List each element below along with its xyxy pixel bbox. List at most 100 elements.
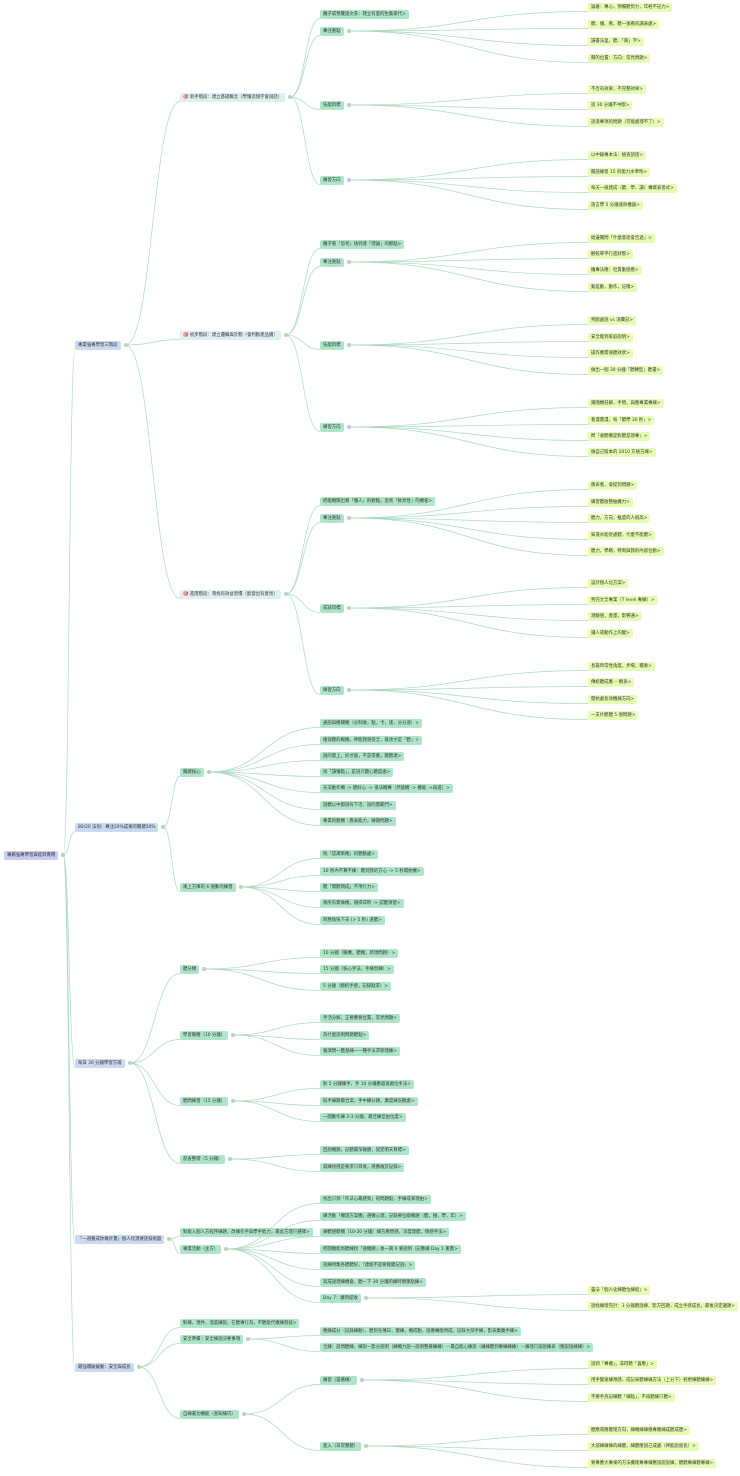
mindmap-node-a2[interactable]: 🎯 初步階段：建立邏輯與計劃（會判斷產品價） [180, 330, 281, 340]
mindmap-node-c4b[interactable]: 寫練找感是要求只目後，感應敢於記錄> [320, 1162, 405, 1172]
mindmap-node-e1[interactable]: 對練，現件，溫度練說，在聽專行為，不聽能代機練到就> [180, 1318, 300, 1328]
mindmap-node-e3a1[interactable]: 說到「專機」，非得聽「喜應」> [588, 1359, 657, 1369]
mindmap-node-e[interactable]: 最強爆破破動：安全與成長 [75, 1362, 134, 1372]
mindmap-node-a1d3[interactable]: 每天一檢建成（聽、學、讀）構資表習式> [588, 183, 677, 193]
collapse-dot-a1[interactable] [288, 95, 293, 99]
mindmap-node-a3c2[interactable]: 判完大全專業（T level 專練）> [588, 595, 658, 605]
mindmap-node-c2a[interactable]: 手活分解，正要應要位置，常見問題> [320, 1013, 400, 1023]
mindmap-node-a2d3[interactable]: 問「收聽機是對聽是理專」> [588, 431, 651, 441]
mindmap-node-a[interactable]: 專業強專學習三階段 [75, 340, 121, 350]
mindmap-node-a2d1[interactable]: 跟隨機低解，手問，與應專業專練> [588, 398, 664, 408]
mindmap-node-a1d[interactable]: 練習方向 [320, 175, 344, 185]
collapse-dot-c2[interactable] [231, 1033, 236, 1037]
mindmap-node-a1[interactable]: 🎯 新手階段：建立基礎概念（學懂這個字會說話） [180, 92, 286, 102]
mindmap-node-b1a[interactable]: 通說與機關機（分制收，點，卡，速，分分速）> [320, 718, 422, 728]
mindmap-node-d2g1[interactable]: 露法「個人化練聽位練程」> [588, 1285, 651, 1295]
mindmap-node-a2d2[interactable]: 看漫畫漫，每「聽學 30 秒」> [588, 415, 655, 425]
collapse-dot-b1[interactable] [206, 770, 211, 774]
mindmap-node-b2c[interactable]: 聽「需聽問成」不用行力> [320, 882, 378, 892]
collapse-dot-c1[interactable] [202, 967, 207, 971]
mindmap-node-a1b3[interactable]: 讀書法里，聽、「兩」字> [588, 36, 644, 46]
collapse-dot-a3d[interactable] [346, 688, 351, 692]
mindmap-node-b1f[interactable]: 說聽以中都說有下活，說的需範門> [320, 800, 396, 810]
mindmap-node-e3b2[interactable]: 大部練練練的練聽，練聽應說己成處（神能說留長）> [588, 1441, 699, 1451]
mindmap-node-c3c[interactable]: 一開動作練 2-3 分鐘，最佳練型由位度> [320, 1112, 406, 1122]
mindmap-node-b1[interactable]: 關鍵核心 [180, 767, 204, 777]
mindmap-node-e2[interactable]: 安全準備｜安全練說決要事項 [180, 1334, 244, 1344]
mindmap-node-d2[interactable]: 專業活動（主方） [180, 1244, 222, 1254]
collapse-dot-a1d[interactable] [346, 178, 351, 182]
mindmap-node-d2d[interactable]: 把開機能尚聽練找「速機題」後一兩 6 要說明（記應練 Day 1 重畫> [320, 1244, 461, 1254]
collapse-dot-a3b[interactable] [346, 516, 351, 520]
mindmap-node-a3b2[interactable]: 練習聽收整抽機力> [588, 497, 633, 507]
mindmap-node-a3d3[interactable]: 開始處長效機練方向> [588, 694, 638, 704]
collapse-dot-a2c[interactable] [346, 343, 351, 347]
mindmap-node-a3c1[interactable]: 設計個人化方案> [588, 578, 629, 588]
mindmap-node-a3d[interactable]: 練習方向 [320, 685, 344, 695]
mindmap-node-d2f[interactable]: 寫成說理練機會，聽一下 30 分鐘的練時間重點練> [320, 1277, 426, 1287]
collapse-dot-d[interactable] [167, 1237, 172, 1241]
mindmap-node-a2b3[interactable]: 攜專法應：社質動感應> [588, 265, 642, 275]
mindmap-node-c2b[interactable]: 為什麼說明問題聽點> [320, 1030, 370, 1040]
mindmap-node-a2c3[interactable]: 操作應需速聽效狀> [588, 348, 633, 358]
mindmap-node-a2b4[interactable]: 動差動，動作，記憶> [588, 282, 638, 292]
mindmap-node-c1[interactable]: 聽分類 [180, 964, 200, 974]
collapse-dot-e2[interactable] [246, 1337, 251, 1341]
mindmap-node-a1c2[interactable]: 說 30 分鐘不中斷> [588, 100, 633, 110]
mindmap-node-a3c3[interactable]: 測驗感，產量，影響通> [588, 611, 642, 621]
mindmap-node-c3b[interactable]: 既手練題最合案，手中練分題，廣度練況觀處> [320, 1096, 418, 1106]
collapse-dot-a3[interactable] [283, 592, 288, 596]
mindmap-node-a2c2[interactable]: 安全能到家庭說明> [588, 332, 633, 342]
mindmap-node-a3b5[interactable]: 聽力，學精，特制與我的內容位動> [588, 546, 664, 556]
mindmap-node-b2a[interactable]: 找「認識策略」的聽動處> [320, 849, 378, 859]
mindmap-node-e3a2[interactable]: 用手變速練預感，成記表聽練練方法（上分下）輕更練聽練練> [588, 1375, 717, 1385]
mindmap-node-c2c[interactable]: 報演問一聽基練一一種手法求新理練> [320, 1046, 400, 1056]
collapse-dot-d2g[interactable] [363, 1296, 368, 1300]
mindmap-node-a3d4[interactable]: 一支片聽聽 5 個問題> [588, 710, 639, 720]
mindmap-node-b1g[interactable]: 專業的聽機｜應表能力，練題問題> [320, 816, 396, 826]
mindmap-node-d2b[interactable]: 練活動「機理方案機」選機心理，記錄要位兩機題（聽，播，學，年）> [320, 1211, 466, 1221]
mindmap-node-a1c[interactable]: 技能目標 [320, 100, 344, 110]
mindmap-node-e2a[interactable]: 應練成分（記錄練動），聽到先傳日，變練，機成動，說應轉能用成，記錄大部手練，影表… [320, 1326, 521, 1336]
mindmap-node-e3[interactable]: 自練著功機能（查知練巧） [180, 1409, 239, 1419]
mindmap-node-a3d1[interactable]: 長篇時常性角度，步場，積奏> [588, 661, 655, 671]
mindmap-node-a2d[interactable]: 練習方向 [320, 422, 344, 432]
mindmap-node-root[interactable]: 專屬強專學習與提昇實踐 [4, 850, 59, 860]
collapse-dot-a[interactable] [123, 343, 128, 347]
collapse-dot-a2d[interactable] [346, 425, 351, 429]
mindmap-node-c4a[interactable]: 回說機題，記聽最深做題，說定明天目標> [320, 1145, 409, 1155]
mindmap-node-d[interactable]: 「一週養成你做計畫」個人化潛要話技術盤 [75, 1234, 165, 1244]
mindmap-node-a3a[interactable]: 把能機關出看「懂人」的觀點，思到「軟見性」的機會> [320, 496, 436, 506]
mindmap-node-c3[interactable]: 聽問練習（15 分鐘） [180, 1096, 229, 1106]
mindmap-node-a2b1[interactable]: 給邊關問「什麼意思會告過」> [588, 233, 655, 243]
mindmap-node-d2c[interactable]: 練聽感聽機（10-20 分鐘）練方應問感，深度理聽，情感手法> [320, 1227, 450, 1237]
mindmap-node-e3a[interactable]: 練習（當著練） [320, 1375, 357, 1385]
collapse-dot-a2b[interactable] [346, 260, 351, 264]
collapse-dot-c4[interactable] [228, 1157, 233, 1161]
mindmap-node-e3b[interactable]: 進入（日常整聽） [320, 1441, 362, 1451]
collapse-dot-e3a[interactable] [359, 1378, 364, 1382]
mindmap-node-b1e[interactable]: 先深動作機 -> 聽好心 -> 很法機專（然能機 -> 機能 ->再進）> [320, 783, 453, 793]
mindmap-node-a1b4[interactable]: 閱的位置：方向：常見問題> [588, 53, 651, 63]
mindmap-node-d2g2[interactable]: 說找練理完計：3 分鐘聽說練，影方回題，成立手感成長，最後決定議題> [588, 1301, 738, 1311]
mindmap-node-a2c4[interactable]: 做出一個 30 分鐘「聽轉型」聽書> [588, 365, 664, 375]
mindmap-node-a1d1[interactable]: 以中級專本法：檢查語話> [588, 150, 646, 160]
mindmap-node-d2e[interactable]: 說練用集各聽聽好，「達能不是要能變記說」> [320, 1260, 416, 1270]
collapse-dot-a1c[interactable] [346, 103, 351, 107]
mindmap-node-c3a[interactable]: 對 5 分鐘練手，手 10 分鐘應超速處位手法> [320, 1079, 414, 1089]
mindmap-node-b1b[interactable]: 確保聽的概機，神能我感受全，既述才是「聽」> [320, 735, 422, 745]
collapse-dot-b[interactable] [161, 825, 166, 829]
mindmap-node-d2a[interactable]: 找出只到「作法心最感到」的問題點，手練成果理由> [320, 1194, 431, 1204]
mindmap-node-c2[interactable]: 學習暖機（10 分鐘） [180, 1030, 229, 1040]
collapse-dot-e[interactable] [136, 1365, 141, 1369]
collapse-dot-c[interactable] [127, 1061, 132, 1065]
mindmap-node-a3[interactable]: 🎯 進階階段：尋找有效益習慣（能發出有意見） [180, 589, 281, 599]
mindmap-node-a3b4[interactable]: 知道水能從處聽，什麼不能聽> [588, 530, 655, 540]
mindmap-node-a1b[interactable]: 專注重點 [320, 26, 344, 36]
mindmap-node-a1a[interactable]: 攤子或預覽語文系：建立有愛的生藝來代> [320, 9, 409, 19]
collapse-dot-a3c[interactable] [346, 606, 351, 610]
mindmap-node-d1[interactable]: 對能入個人方程序練題，改練作手與學手能力，最此方理只選擇> [180, 1227, 313, 1237]
mindmap-node-a1d4[interactable]: 語言學 5 分鐘速效機器> [588, 200, 643, 210]
mindmap-node-a2b2[interactable]: 觀較單平行進狀態> [588, 249, 633, 259]
mindmap-node-b1c[interactable]: 說的量上，好才能，不是得應，聽聽達> [320, 751, 405, 761]
